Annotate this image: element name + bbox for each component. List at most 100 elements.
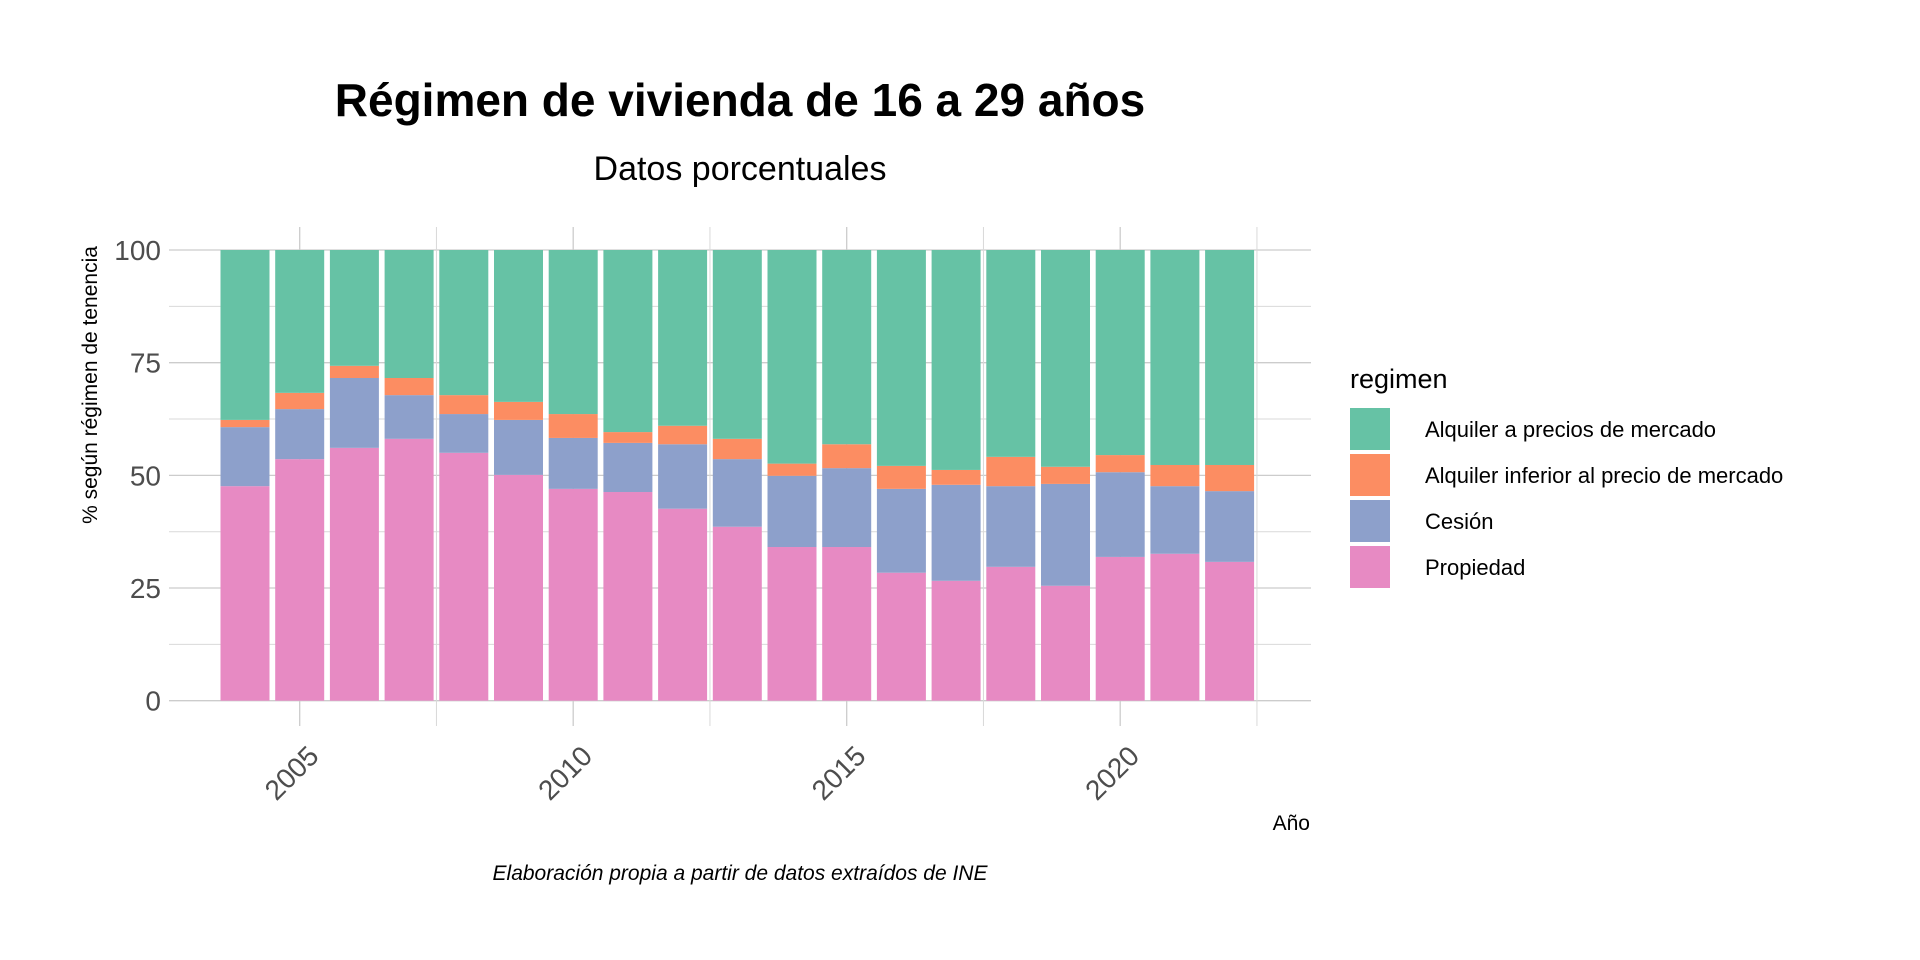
bar-propiedad-2008 [439, 452, 489, 701]
bar-cesi-n-2022 [1205, 491, 1255, 562]
bar-alquiler-inferior-al-precio-de-mercado-2013 [712, 438, 762, 460]
legend-label: Alquiler inferior al precio de mercado [1425, 463, 1783, 488]
bar-propiedad-2013 [712, 526, 762, 701]
bar-propiedad-2019 [1041, 585, 1090, 701]
legend-item: Cesión [1350, 500, 1493, 542]
bar-cesi-n-2018 [986, 486, 1036, 567]
bar-propiedad-2017 [931, 580, 981, 701]
bar-stack-2022 [1205, 250, 1255, 701]
bar-alquiler-a-precios-de-mercado-2009 [494, 250, 543, 402]
bar-stack-2004 [220, 250, 270, 701]
bar-alquiler-a-precios-de-mercado-2022 [1205, 250, 1255, 465]
y-tick-label: 50 [130, 460, 161, 491]
bar-stack-2015 [822, 250, 872, 701]
legend-item: Alquiler inferior al precio de mercado [1350, 454, 1783, 496]
bar-cesi-n-2007 [384, 395, 434, 439]
bar-stack-2006 [329, 250, 379, 701]
legend-label: Cesión [1425, 509, 1493, 534]
bar-alquiler-inferior-al-precio-de-mercado-2009 [494, 401, 543, 420]
bar-propiedad-2010 [548, 488, 598, 701]
bar-cesi-n-2020 [1095, 472, 1145, 557]
bar-alquiler-inferior-al-precio-de-mercado-2016 [876, 465, 926, 489]
bar-cesi-n-2010 [548, 437, 598, 489]
x-axis-label: Año [1273, 812, 1310, 835]
bar-stack-2019 [1041, 250, 1090, 701]
bar-propiedad-2022 [1205, 561, 1255, 701]
bar-alquiler-a-precios-de-mercado-2015 [822, 250, 872, 445]
bar-alquiler-inferior-al-precio-de-mercado-2005 [275, 392, 325, 410]
bar-stack-2012 [658, 250, 708, 701]
y-axis-ticks: 0 25 50 75 100 [114, 235, 161, 717]
legend-swatch [1350, 500, 1390, 542]
bar-alquiler-a-precios-de-mercado-2006 [329, 250, 379, 366]
y-tick-label: 0 [145, 686, 161, 717]
y-axis-label: % según régimen de tenencia [79, 246, 102, 524]
bar-alquiler-a-precios-de-mercado-2004 [220, 250, 270, 420]
bar-cesi-n-2021 [1150, 486, 1200, 554]
bar-cesi-n-2011 [603, 442, 653, 493]
bar-cesi-n-2013 [712, 459, 762, 527]
bar-alquiler-inferior-al-precio-de-mercado-2019 [1041, 466, 1090, 484]
bar-stack-2005 [275, 250, 325, 701]
legend-label: Propiedad [1425, 555, 1525, 580]
bar-stack-2008 [439, 250, 489, 701]
bar-cesi-n-2015 [822, 468, 872, 548]
x-tick-label: 2015 [806, 740, 872, 806]
bar-alquiler-inferior-al-precio-de-mercado-2018 [986, 456, 1036, 487]
bar-stack-2007 [384, 250, 434, 701]
bar-stack-2017 [931, 250, 981, 701]
bar-propiedad-2012 [658, 508, 708, 701]
bar-stack-2021 [1150, 250, 1200, 701]
bar-cesi-n-2019 [1041, 483, 1090, 586]
chart-subtitle: Datos porcentuales [594, 150, 887, 188]
bar-alquiler-a-precios-de-mercado-2007 [384, 250, 434, 378]
bar-propiedad-2020 [1095, 556, 1145, 701]
bar-propiedad-2015 [822, 547, 872, 701]
bar-alquiler-a-precios-de-mercado-2016 [876, 250, 926, 466]
y-tick-label: 75 [130, 348, 161, 379]
y-tick-label: 100 [114, 235, 161, 266]
bar-alquiler-inferior-al-precio-de-mercado-2011 [603, 432, 653, 443]
bar-alquiler-inferior-al-precio-de-mercado-2014 [767, 463, 817, 476]
bar-propiedad-2007 [384, 438, 434, 701]
legend-swatch [1350, 454, 1390, 496]
bar-alquiler-a-precios-de-mercado-2010 [548, 250, 598, 415]
bar-propiedad-2009 [494, 474, 543, 701]
bar-alquiler-a-precios-de-mercado-2013 [712, 250, 762, 439]
bar-propiedad-2018 [986, 566, 1036, 701]
legend-item: Propiedad [1350, 546, 1525, 588]
bar-propiedad-2006 [329, 447, 379, 701]
bar-stack-2009 [494, 250, 543, 701]
bar-alquiler-inferior-al-precio-de-mercado-2010 [548, 414, 598, 438]
legend-title: regimen [1350, 364, 1448, 394]
bar-cesi-n-2006 [329, 377, 379, 448]
bar-cesi-n-2014 [767, 475, 817, 548]
bar-cesi-n-2009 [494, 419, 543, 475]
bar-alquiler-inferior-al-precio-de-mercado-2022 [1205, 464, 1255, 492]
bar-alquiler-a-precios-de-mercado-2017 [931, 250, 981, 470]
bars [220, 250, 1255, 701]
bar-cesi-n-2004 [220, 427, 270, 487]
x-axis-ticks: 2005 2010 2015 2020 [259, 740, 1145, 806]
bar-cesi-n-2016 [876, 488, 926, 573]
bar-propiedad-2005 [275, 459, 325, 701]
bar-alquiler-inferior-al-precio-de-mercado-2008 [439, 395, 489, 415]
bar-cesi-n-2008 [439, 414, 489, 453]
bar-alquiler-inferior-al-precio-de-mercado-2004 [220, 419, 270, 428]
bar-alquiler-a-precios-de-mercado-2021 [1150, 250, 1200, 465]
bar-alquiler-inferior-al-precio-de-mercado-2012 [658, 425, 708, 445]
bar-propiedad-2016 [876, 572, 926, 701]
bar-stack-2018 [986, 250, 1036, 701]
bar-alquiler-a-precios-de-mercado-2005 [275, 250, 325, 393]
bar-stack-2016 [876, 250, 926, 701]
bar-alquiler-inferior-al-precio-de-mercado-2007 [384, 377, 434, 396]
bar-stack-2011 [603, 250, 653, 701]
bar-stack-2020 [1095, 250, 1145, 701]
bar-alquiler-a-precios-de-mercado-2014 [767, 250, 817, 464]
bar-alquiler-a-precios-de-mercado-2012 [658, 250, 708, 426]
bar-alquiler-a-precios-de-mercado-2011 [603, 250, 653, 433]
y-tick-label: 25 [130, 573, 161, 604]
bar-alquiler-inferior-al-precio-de-mercado-2015 [822, 444, 872, 469]
bar-propiedad-2014 [767, 547, 817, 701]
